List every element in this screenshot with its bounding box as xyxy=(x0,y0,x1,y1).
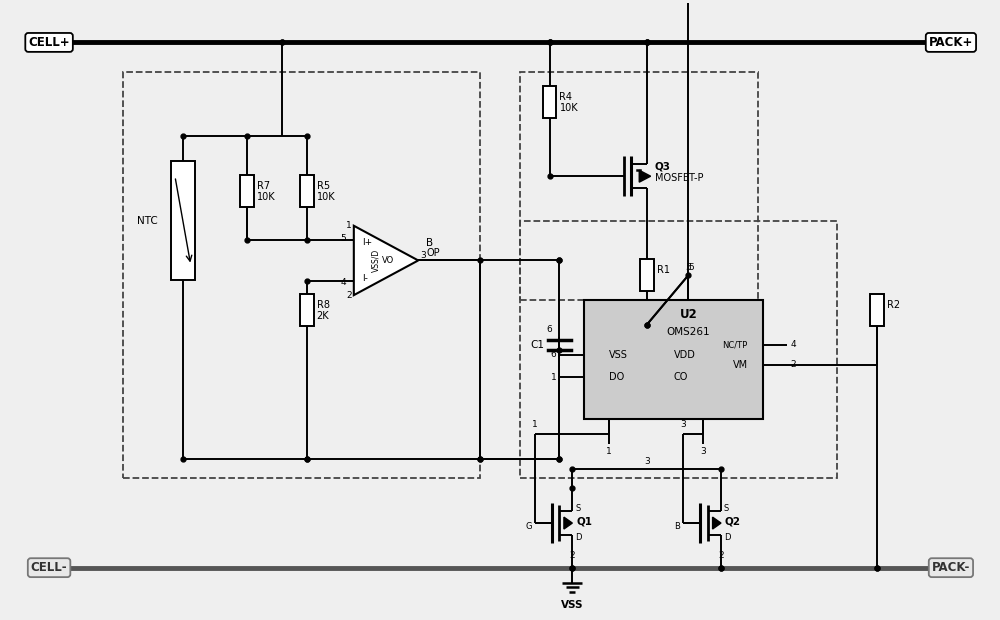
Text: 5: 5 xyxy=(685,264,691,272)
Text: 1: 1 xyxy=(551,373,556,382)
Text: PACK-: PACK- xyxy=(932,561,970,574)
Text: VSS: VSS xyxy=(561,600,584,610)
Bar xyxy=(543,86,556,118)
Text: 6: 6 xyxy=(547,326,553,334)
Text: U2: U2 xyxy=(679,309,697,321)
Text: NTC: NTC xyxy=(137,216,158,226)
Text: 2: 2 xyxy=(346,291,352,299)
Text: D: D xyxy=(575,533,582,542)
Text: D: D xyxy=(724,533,730,542)
Polygon shape xyxy=(564,517,572,529)
Text: 2: 2 xyxy=(790,360,796,369)
Text: B: B xyxy=(426,237,433,247)
Bar xyxy=(171,161,195,280)
Text: CELL-: CELL- xyxy=(31,561,67,574)
Polygon shape xyxy=(354,226,418,295)
Text: 3: 3 xyxy=(700,447,706,456)
Text: 2: 2 xyxy=(718,551,724,560)
Text: 3: 3 xyxy=(680,420,686,429)
Text: 1: 1 xyxy=(532,420,538,429)
Text: R8: R8 xyxy=(317,300,330,310)
Text: CO: CO xyxy=(673,373,688,383)
Text: OP: OP xyxy=(426,247,440,257)
Text: Q1: Q1 xyxy=(576,516,592,526)
Text: VDD: VDD xyxy=(673,350,695,360)
Text: 10K: 10K xyxy=(257,192,276,202)
Text: 4: 4 xyxy=(340,278,346,287)
Text: MOSFET-P: MOSFET-P xyxy=(655,173,703,183)
Text: R1: R1 xyxy=(657,265,670,275)
Bar xyxy=(870,294,884,326)
Text: VSS: VSS xyxy=(609,350,628,360)
Text: VSS/D: VSS/D xyxy=(372,249,381,272)
Text: 5: 5 xyxy=(340,234,346,243)
Text: 3: 3 xyxy=(644,456,650,466)
Text: R5: R5 xyxy=(317,181,330,191)
Text: Q2: Q2 xyxy=(725,516,741,526)
Bar xyxy=(640,259,654,291)
Text: 1: 1 xyxy=(346,221,352,230)
Text: 2: 2 xyxy=(570,551,575,560)
Text: R2: R2 xyxy=(887,300,900,310)
Polygon shape xyxy=(713,517,721,529)
Text: VM: VM xyxy=(733,360,748,370)
Text: DO: DO xyxy=(609,373,624,383)
Text: NC/TP: NC/TP xyxy=(723,340,748,349)
Text: 10K: 10K xyxy=(559,103,578,113)
Text: B: B xyxy=(674,521,680,531)
Bar xyxy=(584,300,763,419)
Text: R7: R7 xyxy=(257,181,270,191)
Bar xyxy=(123,72,480,479)
Text: VO: VO xyxy=(382,256,394,265)
Text: 10K: 10K xyxy=(317,192,335,202)
Bar xyxy=(300,294,314,326)
Text: Q3: Q3 xyxy=(655,161,671,171)
Text: 5: 5 xyxy=(688,264,694,272)
Text: 2K: 2K xyxy=(317,311,329,321)
Text: 6: 6 xyxy=(551,350,556,359)
Text: OMS261: OMS261 xyxy=(666,327,710,337)
Text: PACK+: PACK+ xyxy=(929,36,973,49)
Bar xyxy=(300,175,314,207)
Text: G: G xyxy=(525,521,532,531)
Bar xyxy=(520,221,837,479)
Text: 4: 4 xyxy=(790,340,796,349)
Text: CELL+: CELL+ xyxy=(28,36,70,49)
Text: I-: I- xyxy=(362,274,368,283)
Text: S: S xyxy=(575,503,581,513)
Bar xyxy=(240,175,254,207)
Bar xyxy=(520,72,758,300)
Text: 1: 1 xyxy=(606,447,612,456)
Text: I+: I+ xyxy=(362,238,372,247)
Text: C1: C1 xyxy=(531,340,545,350)
Polygon shape xyxy=(639,170,651,182)
Text: R4: R4 xyxy=(559,92,572,102)
Text: S: S xyxy=(724,503,729,513)
Text: 3: 3 xyxy=(420,251,426,260)
